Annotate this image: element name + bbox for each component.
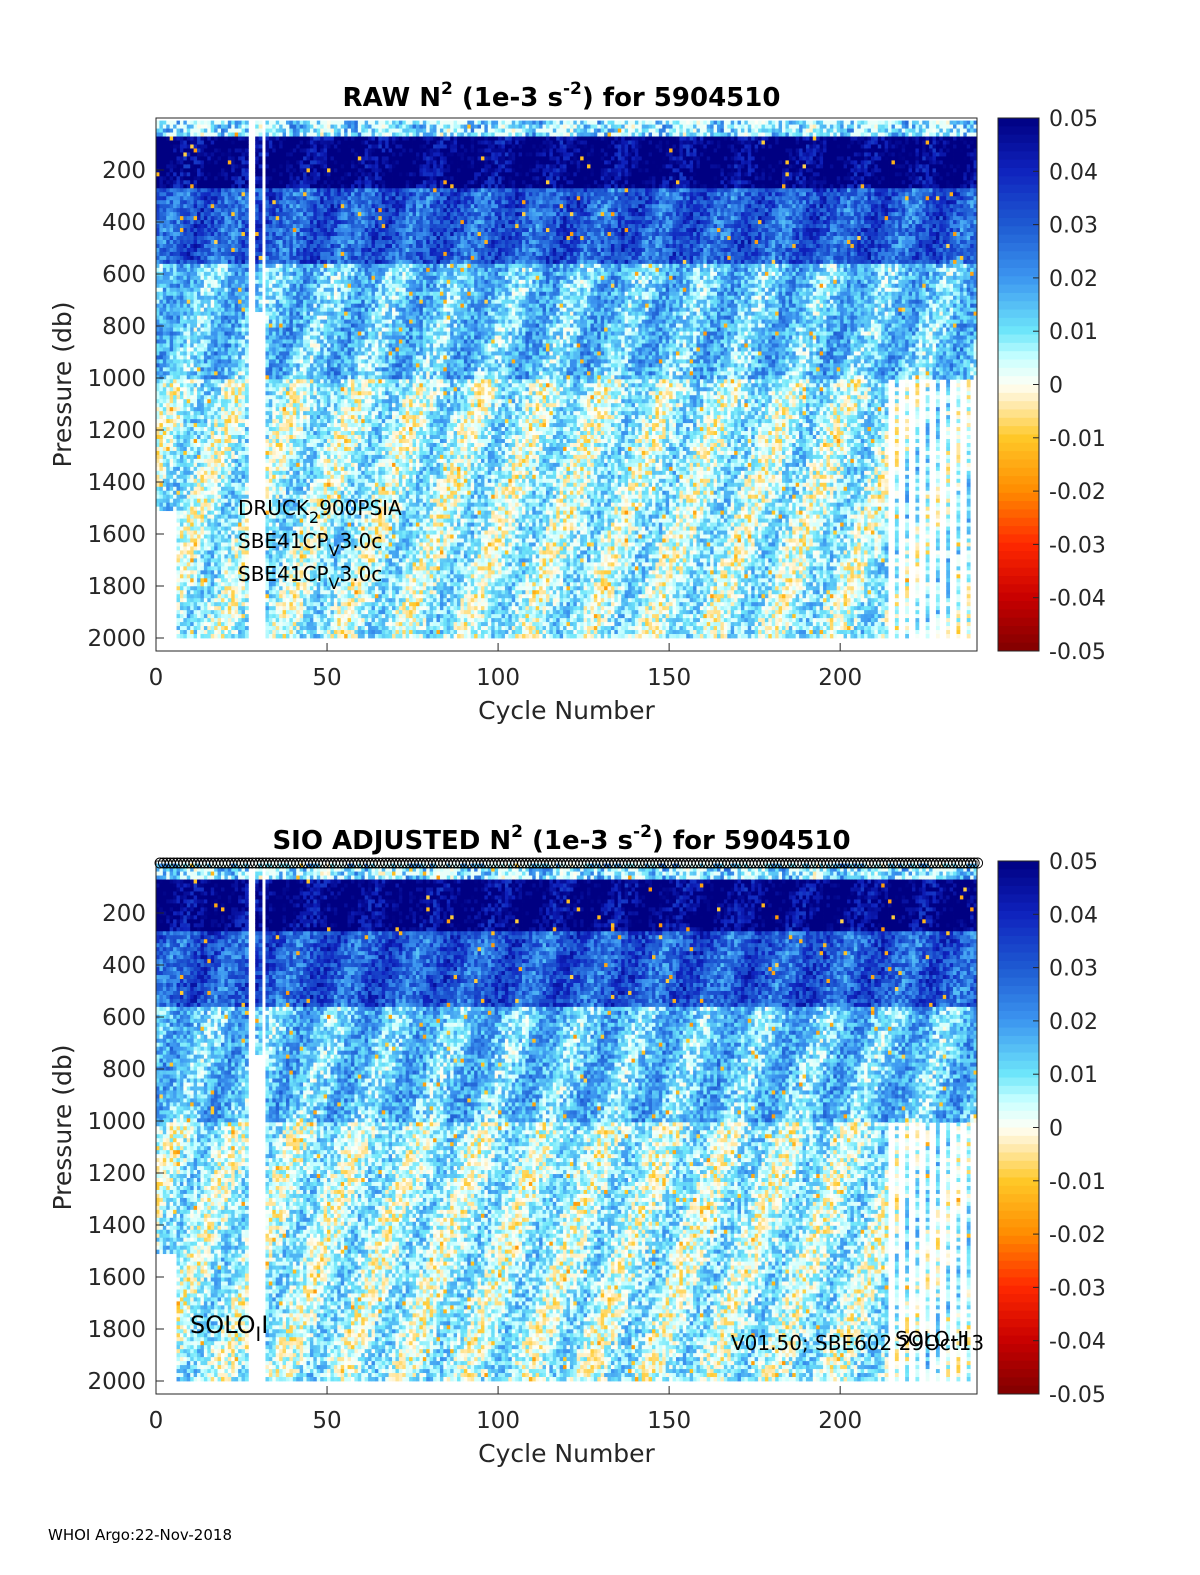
y-tick-label: 800: [102, 1057, 146, 1083]
y-tick-label: 800: [102, 314, 146, 340]
x-tick-label: 200: [818, 665, 862, 691]
y-tick-label: 1600: [87, 522, 146, 548]
colorbar-tick-label: 0: [1049, 1117, 1063, 1142]
colorbar-tick-label: -0.04: [1049, 587, 1106, 612]
colorbar: [998, 118, 1039, 652]
colorbar-tick-label: -0.04: [1049, 1330, 1106, 1355]
x-tick-label: 200: [818, 1408, 862, 1434]
chart-title: SIO ADJUSTED N2 (1e-3 s-2) for 5904510: [272, 822, 850, 856]
x-tick-label: 0: [149, 665, 164, 691]
colorbar-tick-label: 0.04: [1049, 160, 1098, 185]
footer-credit: WHOI Argo:22-Nov-2018: [48, 1526, 232, 1544]
y-tick-label: 1000: [87, 366, 146, 392]
annotation-text: SOLO-II: [895, 1327, 969, 1351]
x-tick-label: 150: [647, 1408, 691, 1434]
y-tick-label: 200: [102, 901, 146, 927]
y-tick-label: 2000: [87, 1369, 146, 1395]
x-axis-label: Cycle Number: [478, 1439, 655, 1468]
colorbar-tick-label: 0.01: [1049, 1063, 1098, 1088]
colorbar-tick-label: 0.03: [1049, 957, 1098, 982]
x-tick-label: 100: [476, 1408, 520, 1434]
y-tick-label: 1400: [87, 1213, 146, 1239]
y-tick-label: 400: [102, 210, 146, 236]
y-tick-label: 1400: [87, 470, 146, 496]
y-tick-label: 2000: [87, 626, 146, 652]
y-tick-label: 1800: [87, 574, 146, 600]
adjusted-n2-chart: SIO ADJUSTED N2 (1e-3 s-2) for 5904510 0 5…: [0, 743, 1200, 1483]
colorbar-tick-label: 0.05: [1049, 107, 1098, 132]
colorbar-tick-label: 0.02: [1049, 1010, 1098, 1035]
y-tick-label: 1200: [87, 1161, 146, 1187]
raw-n2-panel: RAW N2 (1e-3 s-2) for 5904510 0 50 100 150 20…: [0, 0, 1200, 740]
colorbar-tick-label: 0.02: [1049, 267, 1098, 292]
y-tick-label: 600: [102, 262, 146, 288]
chart-title: RAW N2 (1e-3 s-2) for 5904510: [343, 79, 781, 113]
colorbar-tick-label: -0.03: [1049, 1276, 1106, 1301]
y-tick-label: 1800: [87, 1317, 146, 1343]
x-tick-label: 100: [476, 665, 520, 691]
colorbar-tick-label: 0.01: [1049, 320, 1098, 345]
x-tick-label: 150: [647, 665, 691, 691]
colorbar-tick-label: -0.03: [1049, 533, 1106, 558]
y-tick-label: 400: [102, 953, 146, 979]
colorbar-tick-label: -0.05: [1049, 640, 1106, 665]
y-tick-label: 600: [102, 1005, 146, 1031]
x-axis-label: Cycle Number: [478, 696, 655, 725]
colorbar-tick-label: 0.05: [1049, 850, 1098, 875]
colorbar-tick-label: -0.05: [1049, 1383, 1106, 1408]
colorbar-tick-label: -0.02: [1049, 1223, 1106, 1248]
raw-n2-chart: RAW N2 (1e-3 s-2) for 5904510 0 50 100 150 20…: [0, 0, 1200, 740]
colorbar-tick-label: -0.01: [1049, 1170, 1106, 1195]
colorbar-tick-label: 0: [1049, 374, 1063, 399]
colorbar-tick-label: 0.04: [1049, 903, 1098, 928]
heatmap-cells: [156, 121, 977, 639]
colorbar-tick-label: -0.02: [1049, 480, 1106, 505]
y-axis-label: Pressure (db): [48, 302, 77, 468]
adjusted-n2-panel: SIO ADJUSTED N2 (1e-3 s-2) for 5904510 0 5…: [0, 743, 1200, 1483]
colorbar: [998, 861, 1039, 1395]
y-tick-label: 1600: [87, 1265, 146, 1291]
y-axis-label: Pressure (db): [48, 1045, 77, 1211]
y-tick-label: 1000: [87, 1109, 146, 1135]
x-tick-label: 50: [312, 665, 341, 691]
y-tick-label: 200: [102, 158, 146, 184]
x-tick-label: 50: [312, 1408, 341, 1434]
colorbar-tick-label: -0.01: [1049, 427, 1106, 452]
x-tick-label: 0: [149, 1408, 164, 1434]
heatmap-cells: [156, 864, 977, 1382]
y-tick-label: 1200: [87, 418, 146, 444]
colorbar-tick-label: 0.03: [1049, 214, 1098, 239]
